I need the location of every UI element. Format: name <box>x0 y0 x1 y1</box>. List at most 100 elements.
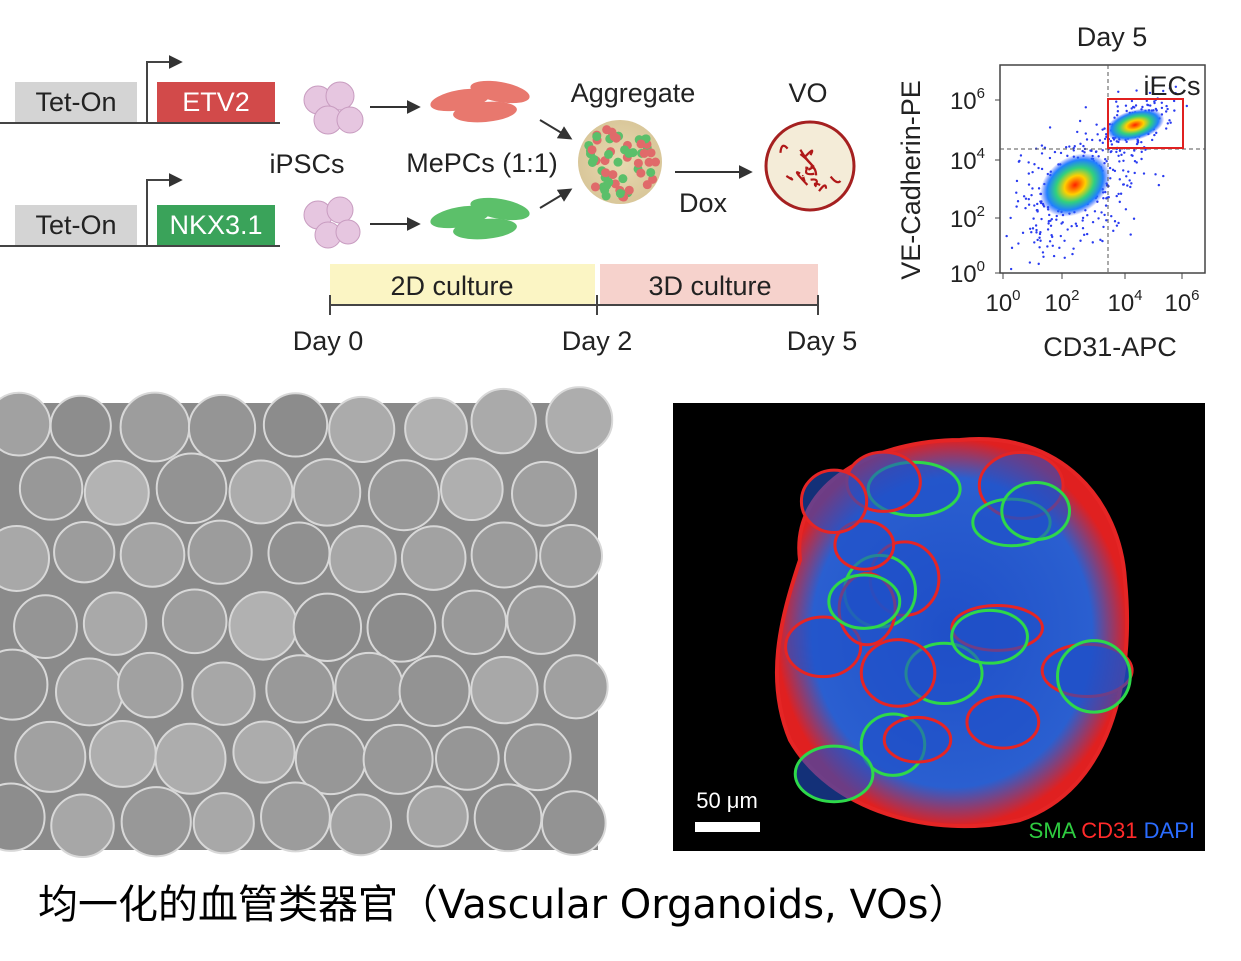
event <box>1046 245 1049 248</box>
lobe <box>882 715 953 764</box>
event <box>1103 213 1106 217</box>
cell <box>602 125 612 135</box>
event <box>1017 160 1021 163</box>
vo-vessels <box>779 144 842 192</box>
sphere <box>545 655 608 718</box>
event <box>1110 214 1113 218</box>
sphere <box>122 787 191 856</box>
event <box>1005 234 1008 238</box>
cell <box>646 167 656 177</box>
vo <box>764 120 856 212</box>
sphere <box>84 592 146 654</box>
event <box>1009 267 1013 271</box>
event <box>1174 91 1177 95</box>
event <box>1141 105 1144 109</box>
event <box>1037 262 1040 266</box>
event <box>1021 231 1025 235</box>
day-label: Day 2 <box>562 326 633 356</box>
lobe <box>950 608 1029 665</box>
event <box>1113 220 1117 223</box>
phase-label: 3D culture <box>648 271 771 301</box>
event <box>1095 123 1098 126</box>
event <box>1079 142 1082 146</box>
event <box>1031 227 1035 230</box>
tick-base: 10 <box>1164 290 1191 317</box>
event <box>1133 149 1136 152</box>
sphere <box>268 523 329 584</box>
y-tick-label: 104 <box>950 145 985 175</box>
event <box>1105 160 1108 163</box>
event <box>1081 216 1085 220</box>
event <box>1148 91 1152 95</box>
event <box>1116 105 1119 108</box>
event <box>1119 192 1123 195</box>
vessel <box>808 166 814 171</box>
event <box>1074 222 1078 225</box>
event <box>1160 101 1164 105</box>
event <box>1168 87 1172 90</box>
event <box>1048 156 1052 160</box>
event <box>1043 146 1047 149</box>
event <box>1166 122 1169 125</box>
event <box>1037 166 1040 170</box>
event <box>1093 210 1097 213</box>
timeline-axis <box>329 295 819 315</box>
event <box>1015 191 1018 194</box>
event <box>1031 187 1034 190</box>
x-tick-label: 102 <box>1044 287 1079 317</box>
event <box>1108 166 1112 170</box>
tick-base: 10 <box>1044 290 1071 317</box>
tick-base: 10 <box>950 261 977 288</box>
gene-label: NKX3.1 <box>169 210 262 240</box>
event <box>1164 110 1168 113</box>
event <box>1135 161 1138 164</box>
event <box>1051 244 1054 247</box>
channel: CD31 <box>1081 818 1137 843</box>
lobe <box>1056 639 1132 714</box>
caption: 均一化的血管类器官（Vascular Organoids, VOs） <box>38 882 968 928</box>
event <box>1162 174 1165 178</box>
event <box>1116 110 1120 113</box>
event <box>1117 192 1120 196</box>
sphere <box>266 655 333 722</box>
event <box>1059 151 1063 155</box>
event <box>1128 179 1131 182</box>
event <box>1099 238 1102 242</box>
event <box>1091 138 1094 142</box>
cell <box>604 149 614 159</box>
event <box>1105 219 1108 222</box>
tick-base: 10 <box>950 206 977 233</box>
event <box>1084 106 1088 109</box>
cell <box>618 174 628 184</box>
sphere <box>330 526 396 592</box>
lobe <box>827 573 902 630</box>
event <box>1082 144 1085 148</box>
sphere <box>368 594 436 662</box>
event <box>1081 149 1084 153</box>
event <box>1118 178 1121 181</box>
y-tick-label: 106 <box>950 85 985 115</box>
tick-base: 10 <box>1107 290 1134 317</box>
event <box>1129 185 1132 189</box>
sphere <box>54 522 114 582</box>
event <box>1127 170 1130 173</box>
event <box>1185 104 1189 108</box>
event <box>1028 227 1032 230</box>
y-axis-label: VE-Cadherin-PE <box>896 80 926 280</box>
event <box>1082 233 1086 237</box>
event <box>1070 224 1073 228</box>
vo-label: VO <box>788 78 827 108</box>
event <box>1105 135 1108 139</box>
sphere <box>402 526 466 590</box>
vessel <box>804 166 815 176</box>
event <box>1110 143 1114 146</box>
event <box>1130 182 1133 185</box>
sphere <box>475 784 542 851</box>
cell <box>636 139 646 149</box>
event <box>1048 126 1052 129</box>
y-tick-label: 100 <box>950 258 985 288</box>
tick-exp: 0 <box>1012 287 1020 304</box>
event <box>1084 132 1087 135</box>
cell <box>642 180 652 190</box>
event <box>1154 173 1157 176</box>
